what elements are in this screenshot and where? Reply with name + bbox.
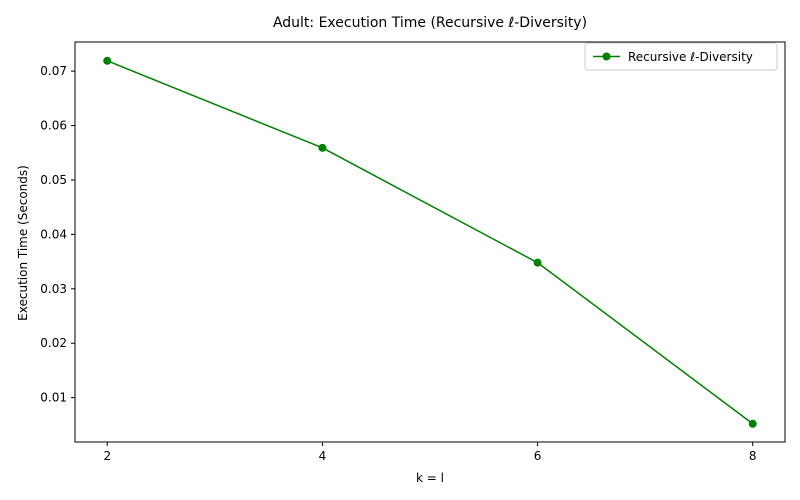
y-tick-label: 0.03	[40, 282, 67, 296]
legend-label: Recursive ℓ-Diversity	[628, 50, 753, 64]
data-point	[533, 258, 542, 267]
plot-area-frame	[74, 41, 786, 443]
data-point	[103, 56, 112, 65]
y-tick-label: 0.07	[40, 64, 67, 78]
legend-box	[584, 42, 778, 71]
y-axis: 0.01 0.02 0.03 0.04 0.05 0.06 0.07	[40, 64, 75, 405]
series-line	[106, 60, 754, 425]
y-tick-label: 0.05	[40, 173, 67, 187]
x-tick-label: 4	[319, 449, 327, 463]
y-tick-label: 0.04	[40, 227, 67, 241]
y-tick-label: 0.02	[40, 336, 67, 350]
x-tick-label: 2	[103, 449, 111, 463]
y-tick-label: 0.06	[40, 119, 67, 133]
data-point	[748, 419, 757, 428]
y-axis-label: Execution Time (Seconds)	[16, 165, 30, 321]
legend: Recursive ℓ-Diversity	[584, 42, 778, 71]
chart-title: Adult: Execution Time (Recursive ℓ-Diver…	[273, 15, 587, 31]
series-layer	[103, 56, 757, 428]
data-point	[318, 143, 327, 152]
legend-marker	[602, 52, 611, 61]
x-axis-label: k = l	[416, 471, 444, 485]
x-tick-label: 6	[534, 449, 542, 463]
x-axis: 2 4 6 8	[103, 442, 757, 463]
x-tick-label: 8	[749, 449, 757, 463]
y-tick-label: 0.01	[40, 391, 67, 405]
